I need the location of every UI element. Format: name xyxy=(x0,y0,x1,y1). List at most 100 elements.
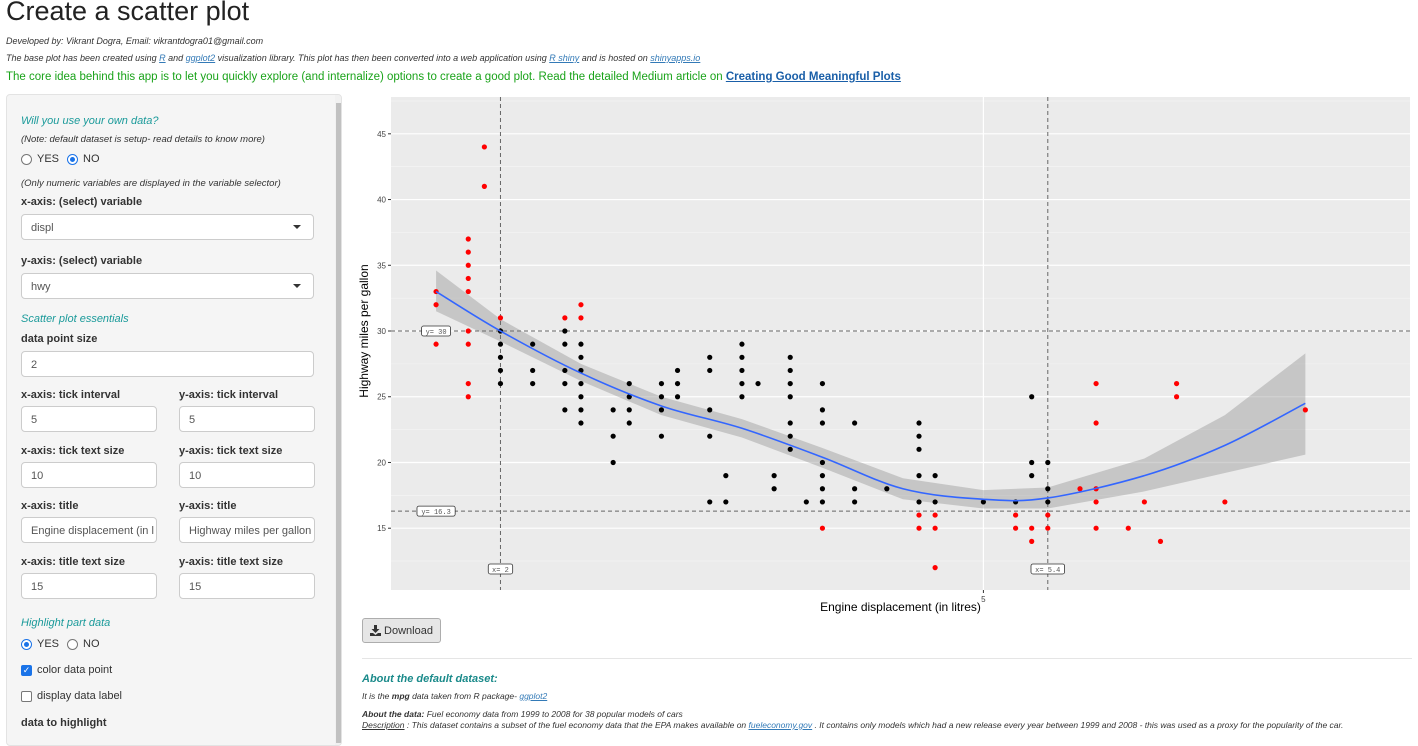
y-axis-title: Highway miles per gallon xyxy=(357,264,371,397)
data-point xyxy=(578,420,584,426)
x-title-size-input[interactable]: 15 xyxy=(21,573,157,599)
x-tick-label: 5 xyxy=(981,595,986,604)
display-label-checkbox[interactable]: display data label xyxy=(21,690,122,702)
data-point xyxy=(578,341,584,347)
own-data-note: (Note: default dataset is setup- read de… xyxy=(21,134,265,145)
data-point xyxy=(787,354,793,360)
data-point-highlighted xyxy=(916,525,922,531)
y-tick-size-input[interactable]: 10 xyxy=(179,462,315,488)
data-point-highlighted xyxy=(1222,499,1228,505)
smooth-line xyxy=(435,290,1306,502)
y-tick-label: 45 xyxy=(377,130,386,139)
data-point-highlighted xyxy=(562,315,568,321)
text: It is the xyxy=(362,691,392,701)
data-point-highlighted xyxy=(578,302,584,308)
data-point-highlighted xyxy=(916,512,922,518)
download-icon xyxy=(370,625,382,636)
y-title-size-input[interactable]: 15 xyxy=(179,573,315,599)
data-point xyxy=(755,380,761,387)
text: Description xyxy=(362,720,405,730)
y-var-select[interactable]: hwy xyxy=(21,273,314,299)
data-point xyxy=(819,473,826,479)
about-data: About the data: Fuel economy data from 1… xyxy=(362,709,683,719)
link-fueleconomy[interactable]: fueleconomy.gov xyxy=(748,720,813,730)
own-data-yes[interactable]: YES xyxy=(21,153,59,165)
highlight-yes[interactable]: YES xyxy=(21,638,59,650)
reference-label: x= 2 xyxy=(492,567,509,575)
data-point-highlighted xyxy=(465,236,471,242)
data-point xyxy=(707,499,713,505)
data-point-highlighted xyxy=(481,183,487,189)
text: : This dataset contains a subset of the … xyxy=(404,720,749,730)
data-point-highlighted xyxy=(433,341,439,347)
data-point xyxy=(852,420,858,426)
radio-label: NO xyxy=(83,638,100,650)
y-tick-label: 20 xyxy=(377,458,386,467)
data-point xyxy=(787,380,793,387)
scrollbar-thumb[interactable] xyxy=(336,103,341,743)
y-tick-interval-label: y-axis: tick interval xyxy=(179,389,279,401)
data-point xyxy=(562,328,568,334)
data-point-highlighted xyxy=(433,302,439,308)
data-point xyxy=(819,486,826,492)
link-ggplot2-package[interactable]: ggplot2 xyxy=(519,691,548,701)
x-tick-interval-input[interactable]: 5 xyxy=(21,406,157,432)
data-point-highlighted xyxy=(465,394,471,400)
point-size-input[interactable]: 2 xyxy=(21,351,314,377)
developer-credit: Developed by: Vikrant Dogra, Email: vikr… xyxy=(6,36,264,46)
x-title-size-label: x-axis: title text size xyxy=(21,556,125,568)
checkbox-icon[interactable] xyxy=(21,690,32,702)
data-point-highlighted xyxy=(1302,407,1308,413)
data-point xyxy=(852,486,858,492)
data-point xyxy=(562,341,568,347)
text: visualization library. This plot has the… xyxy=(215,53,550,63)
data-point-highlighted xyxy=(932,512,938,518)
radio-icon[interactable] xyxy=(21,153,32,165)
data-point-highlighted xyxy=(1093,420,1099,426)
link-shinyapps[interactable]: shinyapps.io xyxy=(650,53,701,63)
confidence-band xyxy=(436,270,1306,509)
x-var-label: x-axis: (select) variable xyxy=(21,196,143,208)
x-title-label: x-axis: title xyxy=(21,500,79,512)
data-point-highlighted xyxy=(1093,380,1099,387)
link-r[interactable]: R xyxy=(159,53,166,63)
x-title-input[interactable]: Engine displacement (in l xyxy=(21,517,157,543)
y-tick-label: 15 xyxy=(377,524,386,533)
data-point xyxy=(980,499,987,505)
link-ggplot2[interactable]: ggplot2 xyxy=(185,53,216,63)
data-point xyxy=(530,380,536,387)
own-data-no[interactable]: NO xyxy=(67,153,100,165)
radio-icon[interactable] xyxy=(21,638,32,650)
data-point-highlighted xyxy=(1077,486,1083,492)
x-var-select[interactable]: displ xyxy=(21,214,314,240)
link-rshiny[interactable]: R shiny xyxy=(549,53,580,63)
data-point xyxy=(723,499,729,505)
x-tick-size-input[interactable]: 10 xyxy=(21,462,157,488)
y-tick-interval-input[interactable]: 5 xyxy=(179,406,315,432)
y-tick-label: 35 xyxy=(377,261,386,270)
radio-icon[interactable] xyxy=(67,153,78,165)
link-article[interactable]: Creating Good Meaningful Plots xyxy=(725,71,901,83)
data-point xyxy=(658,433,665,439)
data-point xyxy=(497,341,504,347)
data-point xyxy=(884,486,890,492)
data-point-highlighted xyxy=(1045,525,1051,531)
data-point-highlighted xyxy=(1093,499,1099,505)
x-tick-size-label: x-axis: tick text size xyxy=(21,445,125,457)
data-point xyxy=(658,407,665,413)
check-icon[interactable]: ✓ xyxy=(21,664,32,676)
data-point-highlighted xyxy=(465,380,471,387)
data-point xyxy=(626,420,632,426)
essentials-title: Scatter plot essentials xyxy=(21,313,129,325)
highlight-no[interactable]: NO xyxy=(67,638,100,650)
data-point xyxy=(707,354,713,360)
download-button[interactable]: Download xyxy=(362,618,441,643)
data-point xyxy=(1045,499,1051,505)
about-title: About the default dataset: xyxy=(362,673,498,685)
radio-icon[interactable] xyxy=(67,638,78,650)
data-point xyxy=(497,367,504,374)
data-point xyxy=(739,354,745,360)
data-point-highlighted xyxy=(481,144,487,150)
y-title-input[interactable]: Highway miles per gallon xyxy=(179,517,315,543)
color-point-checkbox[interactable]: ✓ color data point xyxy=(21,664,112,676)
